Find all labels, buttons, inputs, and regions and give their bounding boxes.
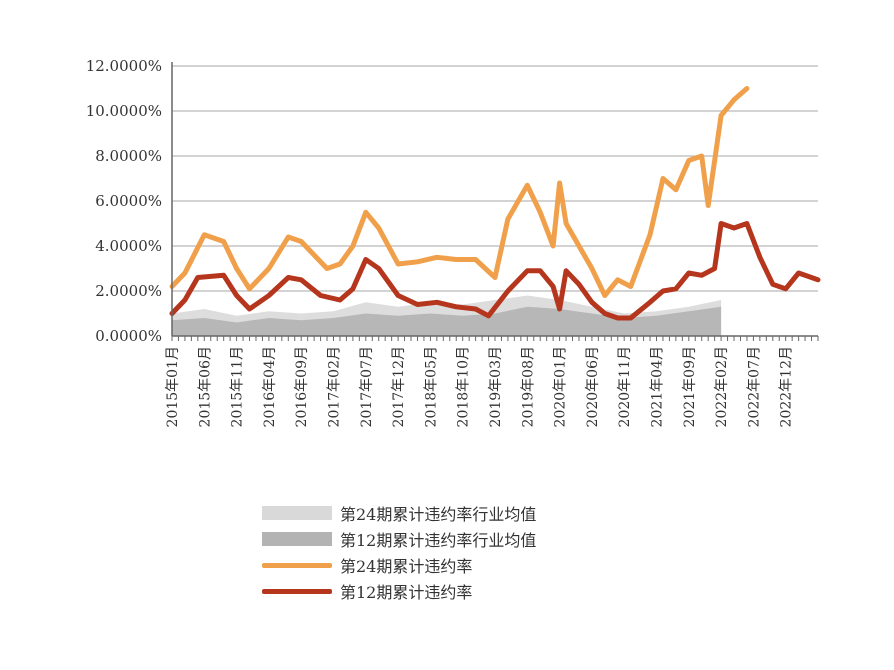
legend-swatch	[262, 506, 332, 520]
y-tick-label: 10.0000%	[86, 102, 162, 120]
x-tick-label: 2021年04月	[650, 346, 666, 427]
x-tick-label: 2015年06月	[197, 346, 213, 427]
legend-label: 第12期累计违约率	[340, 583, 473, 602]
legend-label: 第24期累计违约率行业均值	[340, 505, 537, 524]
x-tick-label: 2020年06月	[585, 346, 601, 427]
legend-swatch	[262, 562, 332, 568]
y-tick-label: 4.0000%	[95, 237, 162, 255]
x-tick-label: 2017年12月	[391, 346, 407, 427]
line-series-path	[169, 221, 821, 321]
y-tick-label: 2.0000%	[95, 282, 162, 300]
legend-item: 第24期累计违约率行业均值	[262, 500, 682, 526]
x-tick-label: 2020年11月	[617, 346, 633, 427]
x-tick-label: 2019年08月	[520, 346, 536, 427]
gridlines	[172, 65, 818, 292]
y-axis-ticks: 0.0000% 2.0000% 4.0000% 6.0000% 8.0000% 10.00…	[86, 57, 162, 345]
line-series	[169, 86, 821, 321]
x-tick-label: 2021年09月	[682, 346, 698, 427]
area-series	[172, 295, 722, 336]
legend-item: 第12期累计违约率	[262, 578, 682, 604]
x-tick-label: 2018年05月	[423, 346, 439, 427]
x-tick-label: 2017年02月	[327, 346, 343, 427]
y-tick-label: 6.0000%	[95, 192, 162, 210]
x-tick-label: 2015年11月	[230, 346, 246, 427]
y-tick-label: 0.0000%	[95, 327, 162, 345]
x-tick-label: 2020年01月	[553, 346, 569, 427]
x-axis-ticks: 2015年01月 2015年06月 2015年11月 2016年04月 2016年09月…	[165, 346, 795, 427]
x-tick-label: 2022年07月	[746, 346, 762, 427]
y-tick-label: 8.0000%	[95, 147, 162, 165]
legend-item: 第12期累计违约率行业均值	[262, 526, 682, 552]
x-tick-label: 2018年10月	[456, 346, 472, 427]
x-tick-label: 2015年01月	[165, 346, 181, 427]
legend-label: 第12期累计违约率行业均值	[340, 531, 537, 550]
y-tick-label: 12.0000%	[86, 57, 162, 75]
legend-item: 第24期累计违约率	[262, 552, 682, 578]
line-series-path	[169, 86, 750, 298]
legend-swatch	[262, 532, 332, 546]
legend-swatch	[262, 588, 332, 594]
area-series	[172, 306, 722, 336]
axes	[171, 62, 819, 341]
x-tick-label: 2019年03月	[488, 346, 504, 427]
legend-label: 第24期累计违约率	[340, 557, 473, 576]
x-tick-label: 2022年12月	[779, 346, 795, 427]
x-tick-label: 2016年04月	[262, 346, 278, 427]
x-tick-label: 2022年02月	[714, 346, 730, 427]
x-tick-label: 2017年07月	[359, 346, 375, 427]
x-tick-label: 2016年09月	[294, 346, 310, 427]
legend: 第24期累计违约率行业均值 第12期累计违约率行业均值 第24期累计违约率 第1…	[262, 500, 682, 604]
